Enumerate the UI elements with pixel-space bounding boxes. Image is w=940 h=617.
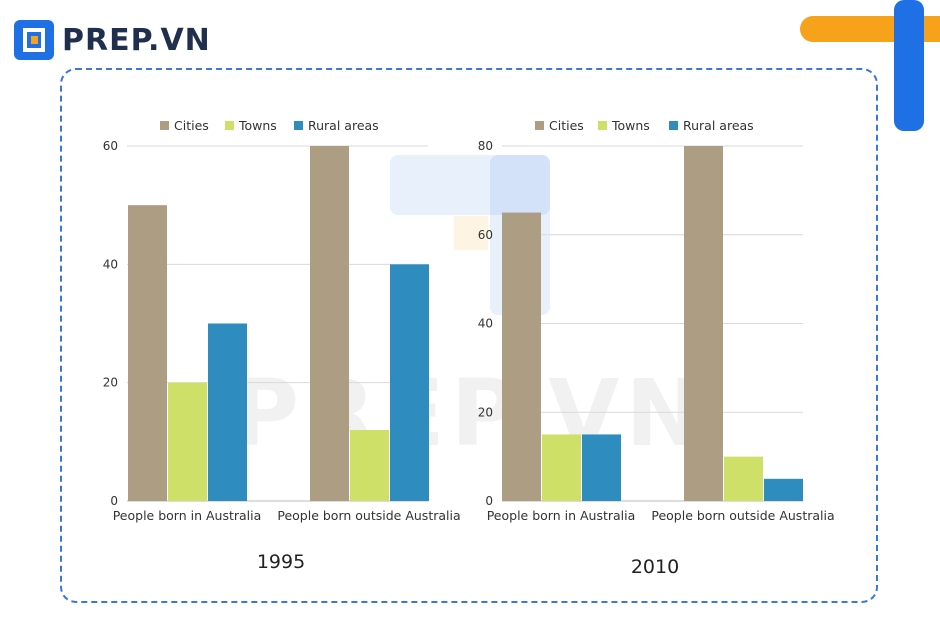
y-tick-label: 60 [478, 228, 493, 242]
brand-header: PREP.VN [12, 18, 211, 62]
legend-label-rural: Rural areas [683, 118, 754, 133]
bar-rural [764, 478, 803, 501]
bar-cities [310, 146, 349, 501]
bar-rural [582, 434, 621, 501]
bars-2010 [502, 146, 803, 501]
x-axis-1995: People born in Australia People born out… [113, 508, 461, 523]
bar-cities [684, 146, 723, 501]
category-label: People born outside Australia [277, 508, 460, 523]
chart-title-1995: 1995 [257, 551, 305, 573]
chart-frame [60, 68, 878, 603]
y-tick-label: 20 [103, 376, 118, 390]
legend-label-cities: Cities [174, 118, 209, 133]
x-axis-2010: People born in Australia People born out… [487, 508, 835, 523]
category-label: People born outside Australia [651, 508, 834, 523]
chart-2010: Cities Towns Rural areas 0 20 40 60 80 Peopl… [478, 118, 835, 578]
legend-label-cities: Cities [549, 118, 584, 133]
y-axis-2010: 0 20 40 60 80 [478, 139, 493, 508]
legend-swatch-rural [294, 121, 303, 130]
legend-2010: Cities Towns Rural areas [535, 118, 754, 133]
legend-swatch-rural [669, 121, 678, 130]
y-tick-label: 40 [478, 317, 493, 331]
y-tick-label: 80 [478, 139, 493, 153]
legend-1995: Cities Towns Rural areas [160, 118, 379, 133]
chart-title-2010: 2010 [631, 556, 679, 578]
bars-1995 [128, 146, 429, 501]
bar-rural [390, 264, 429, 501]
legend-label-towns: Towns [611, 118, 650, 133]
legend-label-rural: Rural areas [308, 118, 379, 133]
y-axis-1995: 0 20 40 60 [103, 139, 118, 508]
bar-towns [724, 456, 763, 501]
y-tick-label: 60 [103, 139, 118, 153]
legend-swatch-towns [225, 121, 234, 130]
legend-swatch-towns [598, 121, 607, 130]
bar-cities [502, 212, 541, 501]
category-label: People born in Australia [487, 508, 636, 523]
y-tick-label: 0 [110, 494, 118, 508]
category-label: People born in Australia [113, 508, 262, 523]
bar-towns [350, 430, 389, 501]
legend-label-towns: Towns [238, 118, 277, 133]
chart-1995: Cities Towns Rural areas 0 20 40 60 People … [103, 118, 461, 573]
bar-towns [542, 434, 581, 501]
corner-decoration [800, 0, 940, 131]
bar-rural [208, 323, 247, 501]
prep-logo-icon [14, 20, 54, 60]
bar-cities [128, 205, 167, 501]
y-tick-label: 0 [485, 494, 493, 508]
legend-swatch-cities [160, 121, 169, 130]
y-tick-label: 40 [103, 257, 118, 271]
y-tick-label: 20 [478, 405, 493, 419]
bar-towns [168, 382, 207, 501]
legend-swatch-cities [535, 121, 544, 130]
brand-name: PREP.VN [62, 22, 211, 58]
